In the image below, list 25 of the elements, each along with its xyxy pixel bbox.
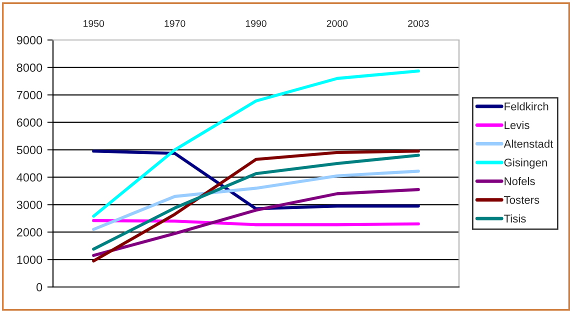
y-tick-label: 7000 <box>16 90 42 100</box>
y-tick-label: 0 <box>36 283 42 292</box>
legend-label: Nofels <box>504 177 535 186</box>
y-tick-label: 9000 <box>16 36 42 44</box>
x-tick-label: 1990 <box>246 20 266 27</box>
line-series <box>92 188 420 257</box>
y-tick-label: 4000 <box>16 173 42 182</box>
line-series <box>92 69 420 218</box>
x-tick-label: 2003 <box>408 20 429 27</box>
legend-label: Gisingen <box>504 158 547 169</box>
legend-label: Tisis <box>504 214 526 223</box>
line-series <box>92 170 420 231</box>
y-tick-label: 6000 <box>16 118 42 127</box>
y-tick-label: 1000 <box>17 256 42 264</box>
x-tick-label: 2000 <box>326 20 348 27</box>
y-tick-label: 5000 <box>16 146 42 154</box>
x-tick-label: 1950 <box>84 20 104 27</box>
legend-label: Altenstadt <box>504 140 554 148</box>
legend-label: Levis <box>504 120 530 130</box>
legend-label: Feldkirch <box>504 102 548 110</box>
y-tick-label: 8000 <box>16 63 42 72</box>
legend-label: Tosters <box>504 196 540 204</box>
x-tick-label: 1970 <box>164 20 186 27</box>
y-tick-label: 2000 <box>16 228 42 237</box>
y-tick-label: 3000 <box>16 200 42 210</box>
